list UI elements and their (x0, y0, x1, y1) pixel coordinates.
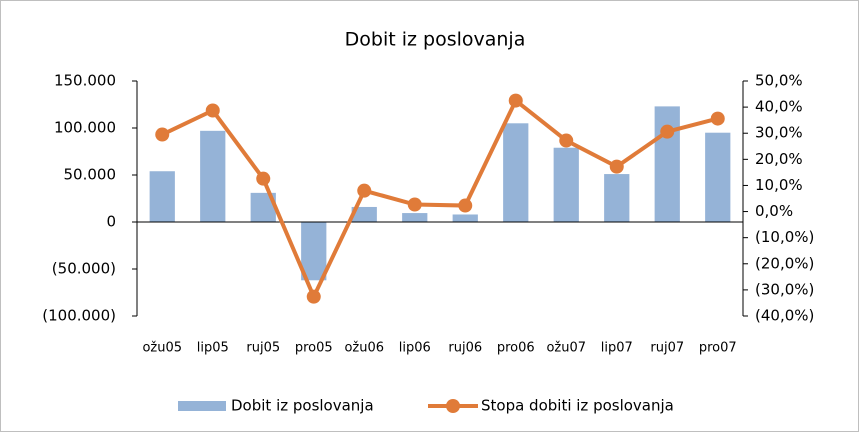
y2-tick-label: 20,0% (755, 150, 803, 168)
y2-tick-label: 40,0% (755, 98, 803, 116)
y-tick-label: (100.000) (42, 307, 116, 325)
line-marker (508, 93, 523, 108)
y2-tick-label: (30,0%) (755, 280, 814, 298)
line (161, 97, 719, 302)
bar (402, 213, 428, 222)
line-marker (205, 103, 220, 118)
x-tick-label: pro05 (295, 341, 333, 356)
bar (301, 222, 327, 281)
x-tick-label: ožu05 (142, 341, 182, 356)
x-tick-label: ožu07 (546, 341, 586, 356)
y-tick-label: 100.000 (54, 119, 116, 137)
chart-title: Dobit iz poslovanja (345, 29, 526, 51)
x-tick-label: pro06 (497, 341, 535, 356)
y2-tick-label: (10,0%) (755, 228, 814, 246)
y2-tick-label: (20,0%) (755, 254, 814, 272)
line-marker (710, 111, 725, 126)
line-marker (357, 183, 372, 198)
line-marker (559, 133, 574, 148)
legend-label: Dobit iz poslovanja (231, 397, 374, 415)
y-tick-label: (50.000) (52, 260, 116, 278)
x-tick-label: ruj07 (650, 341, 684, 356)
y2-tick-label: 50,0% (755, 72, 803, 90)
bar (351, 206, 377, 222)
legend-swatch (446, 399, 460, 413)
y2-tick-label: (40,0%) (755, 307, 814, 325)
line-marker (155, 127, 170, 142)
bar (604, 174, 630, 222)
line-marker (609, 159, 624, 174)
line-marker (458, 198, 473, 213)
y2-tick-label: 10,0% (755, 176, 803, 194)
y2-tick-label: 30,0% (755, 124, 803, 142)
x-tick-label: ožu06 (344, 341, 384, 356)
y-tick-label: 0 (106, 213, 116, 231)
x-tick-label: pro07 (699, 341, 737, 356)
line-marker (256, 171, 271, 186)
bar (200, 130, 226, 222)
legend-label: Stopa dobiti iz poslovanja (481, 397, 674, 415)
x-tick-label: lip07 (601, 341, 633, 356)
legend-swatch (178, 401, 226, 411)
y-tick-label: 50.000 (64, 166, 117, 184)
bar (553, 147, 579, 222)
x-tick-label: lip06 (399, 341, 431, 356)
x-tick-label: ruj06 (448, 341, 482, 356)
bar (654, 106, 680, 222)
bar (149, 171, 175, 222)
line-marker (407, 197, 422, 212)
x-tick-label: ruj05 (246, 341, 280, 356)
bar (452, 214, 478, 222)
bar (705, 132, 731, 222)
line-marker (660, 124, 675, 139)
bar (503, 123, 529, 222)
line-marker (306, 289, 321, 304)
x-tick-label: lip05 (197, 341, 229, 356)
y-tick-label: 150.000 (54, 72, 116, 90)
y2-tick-label: 0,0% (755, 202, 793, 220)
